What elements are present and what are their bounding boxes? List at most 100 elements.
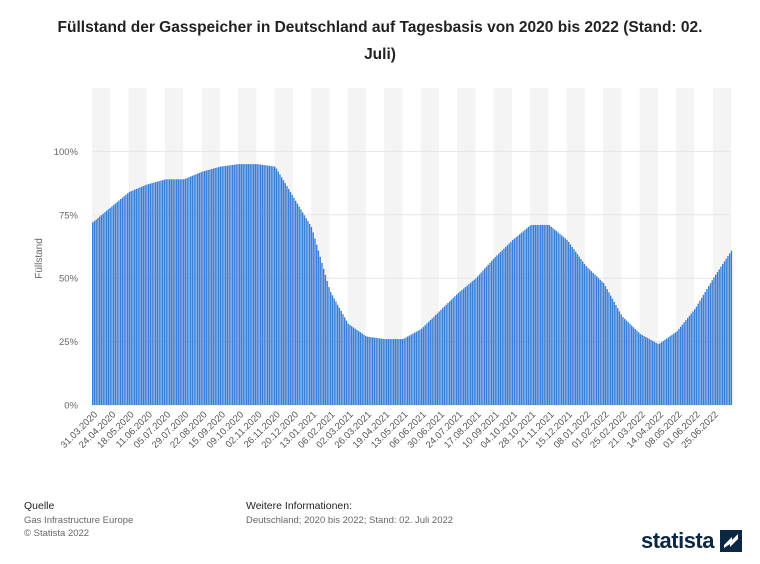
bar <box>624 318 626 405</box>
bar <box>172 179 174 405</box>
bar <box>321 262 323 405</box>
bar <box>512 240 514 405</box>
bar <box>365 335 367 405</box>
bar <box>188 177 190 405</box>
bar <box>478 274 481 405</box>
bar <box>643 335 645 405</box>
bar <box>631 325 633 405</box>
bar <box>590 271 593 405</box>
statista-logo[interactable]: statista <box>641 524 742 558</box>
bar <box>582 261 584 405</box>
bar <box>176 179 178 405</box>
bar <box>555 231 558 405</box>
bar <box>345 320 348 405</box>
bar <box>494 257 496 405</box>
bar <box>428 321 430 405</box>
bar <box>219 166 222 405</box>
bar <box>477 276 479 405</box>
bar <box>445 304 447 405</box>
bar <box>155 182 157 405</box>
bar <box>165 179 167 405</box>
y-tick-label: 25% <box>59 337 79 348</box>
bar <box>307 221 309 405</box>
bar <box>349 324 351 405</box>
bar <box>454 296 456 405</box>
bar <box>228 165 230 405</box>
bar <box>225 165 227 405</box>
bar <box>492 258 495 405</box>
background-band <box>639 88 658 405</box>
bar <box>540 224 542 405</box>
bar <box>396 339 398 405</box>
bar <box>422 326 425 405</box>
bar <box>386 339 388 405</box>
bar <box>106 210 108 405</box>
bar <box>716 272 719 405</box>
bar <box>520 232 523 405</box>
bar <box>475 278 477 405</box>
bar <box>568 241 570 405</box>
bar <box>295 200 297 405</box>
bar <box>510 241 512 405</box>
bar <box>573 249 575 405</box>
bar <box>466 285 468 405</box>
bar <box>134 189 136 405</box>
bar <box>447 303 449 405</box>
bar <box>148 184 150 405</box>
bar <box>545 224 547 405</box>
bar <box>459 291 461 405</box>
bar <box>331 295 334 405</box>
y-tick-label: 100% <box>54 147 79 158</box>
bar <box>606 289 608 405</box>
statista-icon <box>720 530 742 552</box>
bar <box>564 238 566 405</box>
bar <box>156 181 159 405</box>
bar <box>109 207 111 405</box>
bar <box>433 316 435 405</box>
bar <box>597 277 600 405</box>
bar <box>641 334 643 405</box>
bar <box>216 167 218 405</box>
bar <box>184 178 187 405</box>
bar <box>128 191 131 405</box>
bar <box>170 179 173 405</box>
bar <box>436 313 439 405</box>
bar <box>366 336 369 405</box>
bar <box>398 339 400 405</box>
bar <box>300 209 302 405</box>
bar <box>671 334 673 405</box>
bar <box>491 260 493 405</box>
bar <box>400 339 402 405</box>
bar <box>676 331 678 405</box>
bar <box>344 317 346 405</box>
bar <box>407 336 409 405</box>
bar <box>230 165 232 405</box>
bar <box>601 281 603 405</box>
bar <box>310 226 313 405</box>
bar <box>200 172 202 405</box>
bar <box>683 322 685 405</box>
bar <box>620 314 622 405</box>
bar <box>578 256 580 405</box>
bar <box>566 239 568 405</box>
bar <box>179 179 181 405</box>
bar <box>239 164 241 405</box>
bar <box>589 269 591 405</box>
bar <box>695 306 698 405</box>
bar <box>548 225 551 405</box>
bar <box>596 276 598 405</box>
bar <box>368 336 370 405</box>
bar <box>104 212 106 405</box>
bar <box>718 269 720 405</box>
bar <box>226 165 229 405</box>
y-tick-label: 0% <box>64 401 78 412</box>
bar <box>232 164 234 405</box>
source-line-2[interactable]: © Statista 2022 <box>24 528 90 539</box>
bar <box>690 313 692 405</box>
bar <box>288 188 290 405</box>
bar <box>417 330 419 405</box>
bar <box>457 292 460 405</box>
bar <box>534 224 537 405</box>
bar <box>281 177 283 405</box>
bar <box>256 164 258 405</box>
